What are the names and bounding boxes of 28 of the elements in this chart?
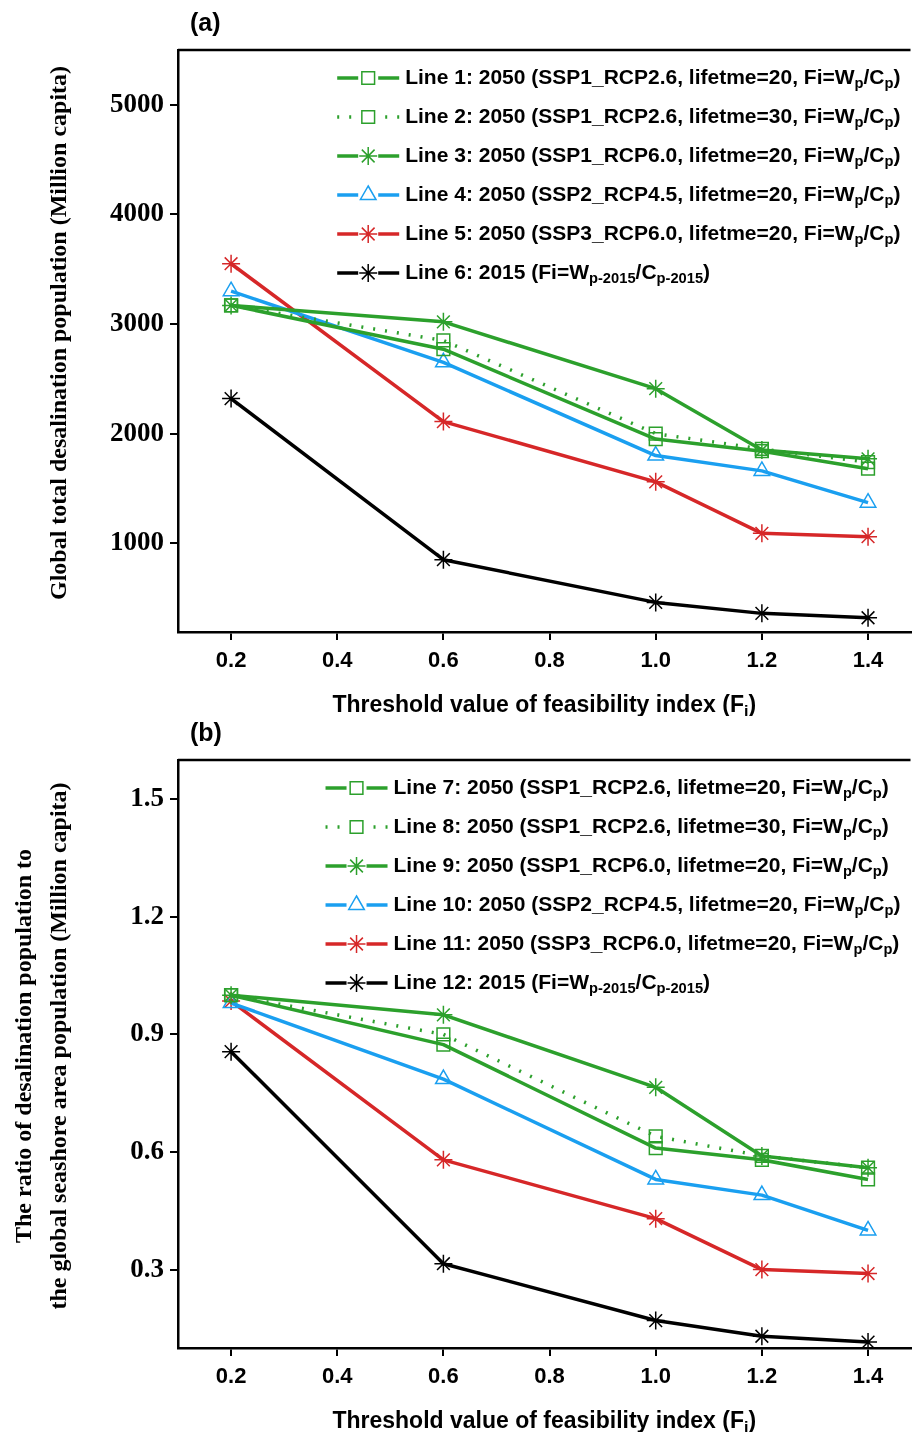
chart-title: (b): [190, 717, 222, 746]
y-tick-label: 5000: [110, 87, 164, 118]
x-tick-label: 0.6: [428, 1363, 459, 1389]
y-tick-label: 3000: [110, 306, 164, 337]
y-tick-label: 0.6: [130, 1134, 164, 1165]
chart-title: (a): [190, 7, 221, 36]
y-tick-label: 0.9: [130, 1017, 164, 1048]
y-tick-label: 1.5: [130, 782, 164, 813]
y-axis-title: Global total desalination population (Million capita): [45, 65, 72, 601]
x-tick-label: 1.2: [746, 1363, 778, 1389]
x-tick-label: 0.4: [321, 647, 354, 673]
x-tick-label: 1.0: [640, 1363, 672, 1389]
x-tick-label: 0.4: [321, 1363, 354, 1389]
x-tick-label: 1.4: [852, 1363, 885, 1389]
y-tick-label: 0.3: [130, 1252, 164, 1283]
x-tick-label: 1.0: [640, 647, 672, 673]
x-tick-label: 0.8: [534, 647, 565, 673]
x-tick-label: 0.8: [534, 1363, 565, 1389]
y-axis-title: The ratio of desalination population to the global seashore area population (Million capita): [10, 782, 72, 1310]
x-tick-label: 1.2: [746, 647, 778, 673]
y-tick-label: 2000: [110, 416, 164, 447]
x-tick-label: 0.6: [428, 647, 459, 673]
x-tick-label: 0.2: [215, 647, 247, 673]
y-tick-label: 1000: [110, 526, 164, 557]
x-tick-label: 1.4: [852, 647, 885, 673]
x-tick-label: 0.2: [215, 1363, 247, 1389]
y-tick-label: 1.2: [130, 899, 164, 930]
y-tick-label: 4000: [110, 197, 164, 228]
